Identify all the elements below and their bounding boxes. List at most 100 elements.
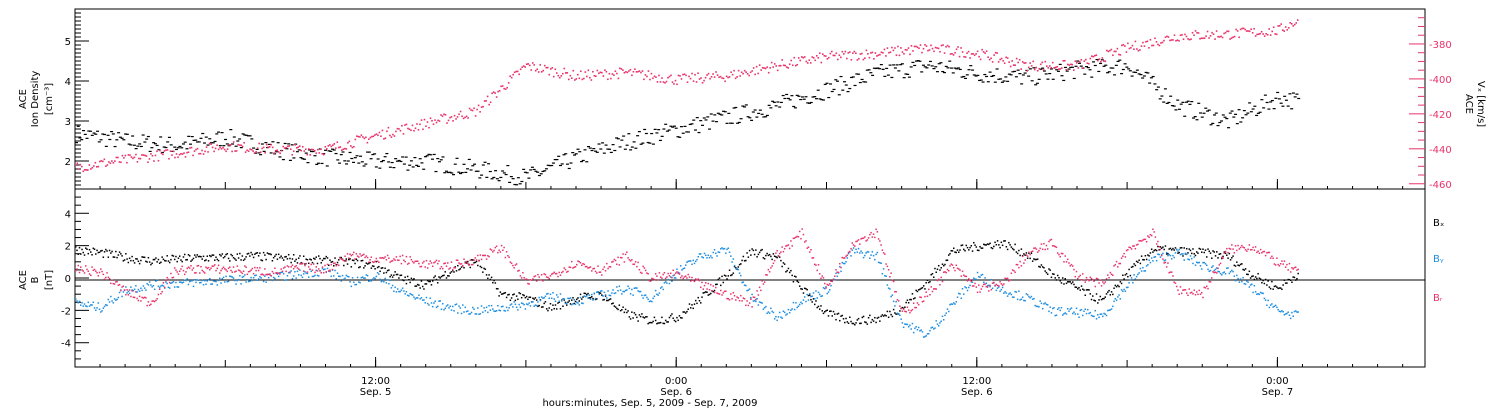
bx-point: [430, 284, 433, 286]
bx-point: [91, 254, 93, 256]
bz-point: [881, 249, 884, 251]
vx-point: [715, 71, 717, 73]
bz-point: [790, 240, 792, 242]
density-point: [730, 122, 734, 124]
bx-point: [388, 269, 390, 271]
bz-point: [761, 280, 763, 282]
bz-point: [133, 296, 136, 299]
bz-point: [1001, 284, 1004, 286]
bx-point: [123, 259, 126, 261]
bz-point: [1206, 285, 1208, 288]
density-point: [195, 141, 199, 143]
density-point: [574, 153, 578, 155]
by-point: [379, 278, 381, 281]
by-point: [1068, 310, 1070, 312]
bx-point: [909, 298, 911, 301]
density-point: [946, 67, 950, 69]
bz-point: [636, 265, 638, 268]
bx-point: [811, 301, 813, 303]
density-point: [1155, 89, 1159, 91]
bx-point: [428, 280, 430, 283]
density-point: [218, 145, 222, 147]
bx-point: [756, 256, 758, 258]
density-point: [834, 79, 838, 81]
by-point: [1073, 311, 1075, 313]
by-point: [321, 267, 324, 270]
bx-point: [1244, 268, 1247, 270]
by-point: [999, 290, 1001, 292]
by-point: [264, 275, 266, 277]
vx-point: [1254, 35, 1257, 37]
density-point: [327, 150, 331, 152]
vx-point: [671, 81, 674, 83]
bz-point: [1257, 250, 1259, 252]
bz-point: [651, 277, 653, 280]
by-point: [385, 282, 388, 284]
bx-point: [584, 292, 587, 295]
bx-point: [544, 301, 547, 303]
density-point: [1256, 112, 1260, 114]
bx-point: [487, 277, 489, 280]
vx-point: [939, 50, 941, 53]
vx-point: [426, 121, 429, 123]
by-point: [1293, 310, 1296, 313]
vx-point: [592, 70, 594, 73]
bz-point: [577, 260, 579, 262]
density-point: [932, 68, 936, 70]
vx-point: [1235, 28, 1237, 31]
density-point: [173, 146, 177, 148]
bz-point: [961, 270, 964, 273]
density-point: [655, 132, 659, 134]
bz-point: [1061, 252, 1064, 255]
vx-point: [465, 115, 468, 118]
density-point: [774, 105, 778, 107]
vx-point: [303, 150, 306, 152]
bz-point: [973, 285, 975, 287]
bz-point: [757, 294, 760, 296]
bx-point: [1092, 295, 1094, 297]
bx-point: [495, 287, 498, 290]
bz-point: [783, 247, 786, 250]
bx-point: [183, 253, 186, 256]
bx-point: [1064, 278, 1066, 280]
by-point: [915, 326, 917, 328]
bx-point: [628, 316, 631, 318]
vx-point: [554, 68, 557, 71]
vx-point: [722, 77, 725, 80]
vx-point: [1182, 38, 1185, 41]
bx-point: [261, 259, 264, 262]
by-point: [503, 309, 505, 312]
by-point: [358, 281, 360, 283]
by-point: [1211, 266, 1213, 269]
bz-point: [781, 246, 783, 248]
bz-point: [210, 267, 212, 269]
vx-point: [494, 92, 496, 94]
vx-point: [1197, 32, 1200, 34]
bz-point: [485, 258, 488, 260]
vx-point: [144, 154, 146, 157]
bx-point: [272, 256, 275, 259]
bz-point: [1008, 280, 1010, 282]
bx-point: [931, 272, 934, 275]
by-point: [1098, 316, 1100, 319]
bz-point: [703, 284, 706, 287]
bz-point: [624, 253, 627, 256]
bx-point: [995, 243, 998, 246]
bx-point: [1102, 298, 1104, 300]
bz-point: [128, 289, 131, 291]
bz-point: [894, 291, 896, 293]
bz-point: [831, 280, 834, 283]
density-point: [658, 139, 662, 142]
vx-point: [109, 162, 112, 165]
density-point: [716, 112, 720, 114]
bz-point: [1098, 282, 1100, 284]
by-point: [1246, 280, 1248, 282]
bz-point: [287, 266, 290, 268]
bx-point: [653, 316, 656, 319]
vx-point: [482, 105, 484, 108]
bz-point: [1130, 248, 1133, 250]
density-point: [1092, 61, 1096, 63]
vx-point: [332, 144, 334, 147]
bz-point: [198, 272, 201, 274]
vx-point: [154, 154, 157, 157]
